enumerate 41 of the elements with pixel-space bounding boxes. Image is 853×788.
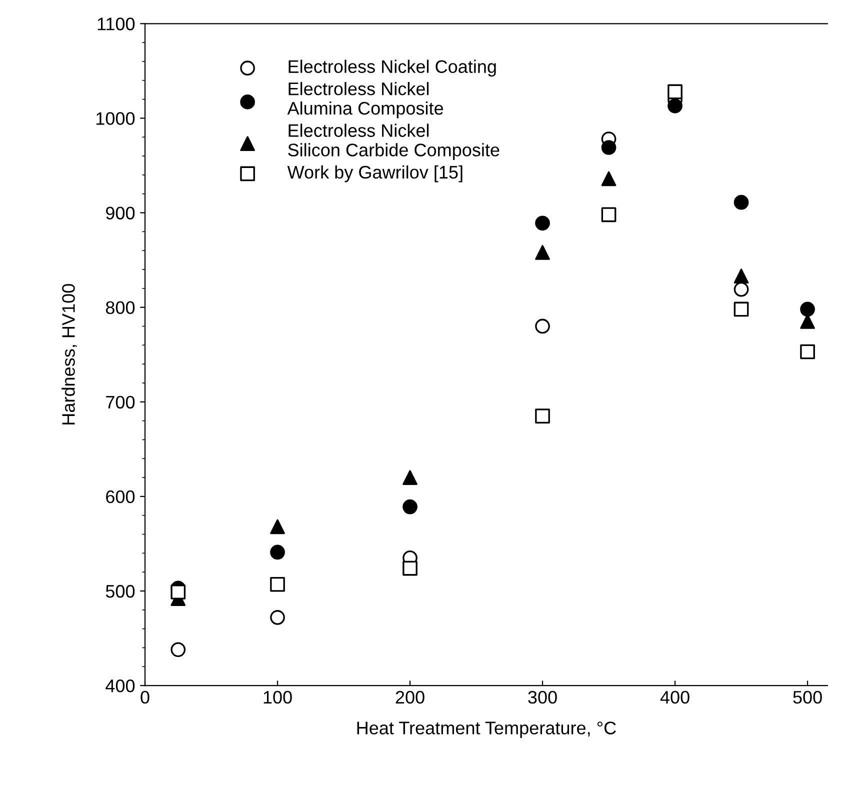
point [800,314,815,329]
point [402,470,418,485]
point [601,140,616,155]
y-axis-title: Hardness, HV100 [62,284,78,424]
x-tick-label: 300 [528,690,557,704]
point [402,560,418,576]
x-tick-label: 0 [140,690,150,704]
y-tick-label: 1000 [96,112,135,125]
legend-label: Electroless Nickel Silicon Carbide Composite [288,124,500,160]
point [270,544,285,560]
point [734,302,749,317]
y-tick-label: 400 [106,679,135,692]
point [601,207,616,222]
point [170,584,186,600]
legend-label: Electroless Nickel Alumina Composite [287,82,444,118]
y-tick-label: 500 [106,584,135,598]
point [734,194,749,210]
point [535,216,550,231]
legend-label: Work by Gawrilov [15] [287,165,462,182]
point [668,98,682,114]
x-tick-label: 100 [264,690,292,704]
x-tick-label: 400 [660,690,690,704]
y-tick-label: 600 [106,490,135,504]
point [601,171,616,186]
point [270,519,285,534]
legend-label: Electroless Nickel Coating [288,60,496,77]
point [270,576,285,592]
point [668,84,682,100]
y-tick-label: 800 [106,301,135,314]
x-tick-label: 500 [793,690,822,704]
point [734,268,749,284]
point [800,302,815,317]
point [535,408,550,424]
y-tick-label: 700 [106,396,135,409]
y-tick-label: 900 [106,206,135,220]
x-tick-label: 200 [396,690,424,704]
point [800,344,815,360]
x-axis-title: Heat Treatment Temperature, °C [357,722,616,738]
y-tick-label: 1100 [98,18,135,30]
point [402,499,418,514]
point [535,245,550,260]
